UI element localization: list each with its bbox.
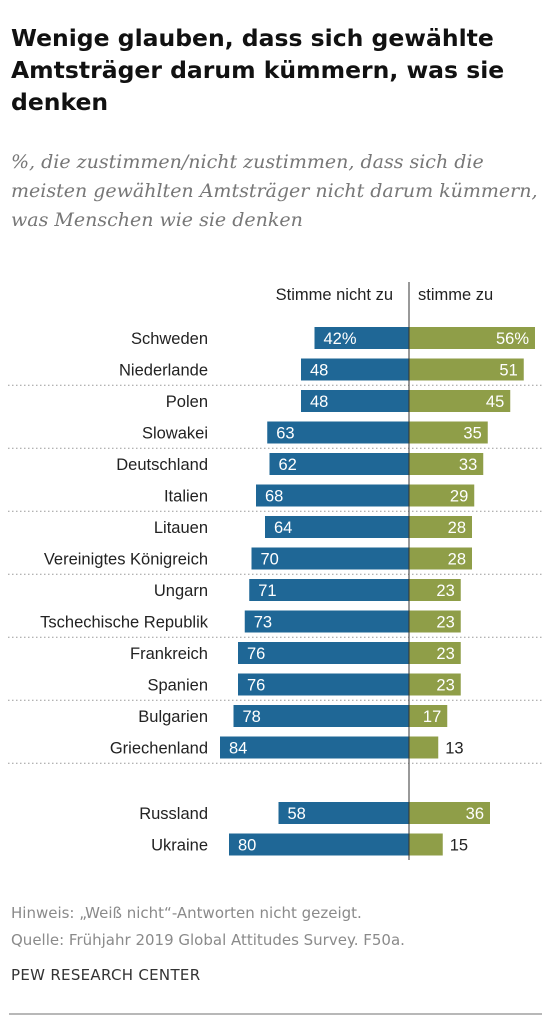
value-label-agree: 56% — [496, 330, 529, 348]
category-label: Ukraine — [151, 837, 208, 855]
bar-disagree — [220, 736, 409, 759]
bar-agree — [409, 421, 488, 444]
bar-agree — [409, 802, 490, 824]
value-label-disagree: 84 — [229, 740, 247, 758]
category-label: Russland — [139, 805, 208, 823]
bar-agree — [409, 516, 472, 538]
value-label-agree: 36 — [466, 805, 484, 823]
value-label-disagree: 76 — [247, 645, 265, 663]
value-label-agree: 17 — [423, 708, 441, 726]
value-label-agree: 29 — [450, 488, 468, 506]
bar-agree — [409, 453, 484, 475]
value-label-disagree: 42% — [324, 330, 357, 348]
bar-disagree — [301, 390, 409, 412]
column-header-disagree: Stimme nicht zu — [276, 286, 393, 304]
value-label-disagree: 58 — [288, 805, 306, 823]
bar-disagree — [238, 642, 409, 664]
value-label-disagree: 48 — [310, 362, 328, 380]
category-label: Bulgarien — [138, 708, 208, 726]
bar-agree — [409, 390, 511, 412]
bar-disagree — [251, 547, 409, 570]
bar-agree — [409, 705, 448, 727]
category-label: Vereinigtes Königreich — [44, 551, 208, 569]
category-label: Polen — [166, 393, 208, 411]
bar-disagree — [229, 833, 409, 856]
value-label-disagree: 68 — [265, 488, 283, 506]
value-label-disagree: 80 — [238, 837, 256, 855]
value-label-disagree: 73 — [254, 614, 272, 632]
source-note: Quelle: Frühjahr 2019 Global Attitudes S… — [11, 931, 405, 949]
value-label-disagree: 64 — [274, 519, 292, 537]
value-label-disagree: 63 — [276, 425, 294, 443]
value-label-agree: 28 — [448, 519, 466, 537]
bar-disagree — [267, 421, 409, 444]
value-label-disagree: 71 — [258, 582, 276, 600]
category-label: Griechenland — [110, 740, 208, 758]
brand-logo-text: PEW RESEARCH CENTER — [11, 966, 201, 984]
category-label: Ungarn — [154, 582, 208, 600]
value-label-agree: 45 — [486, 393, 504, 411]
bar-disagree — [301, 358, 409, 381]
bar-disagree — [278, 802, 409, 824]
category-label: Slowakei — [142, 425, 208, 443]
bar-agree — [409, 547, 472, 570]
bar-agree — [409, 484, 475, 507]
category-label: Spanien — [147, 677, 208, 695]
bar-agree — [409, 642, 461, 664]
value-label-agree: 51 — [499, 362, 517, 380]
bar-agree — [409, 673, 461, 696]
footnote: Hinweis: „Weiß nicht“-Antworten nicht ge… — [11, 904, 362, 922]
bar-agree — [409, 579, 461, 601]
value-label-agree: 23 — [436, 645, 454, 663]
bottom-rule — [9, 1013, 542, 1015]
value-label-agree: 28 — [448, 551, 466, 569]
bar-disagree — [244, 610, 409, 633]
value-label-agree: 35 — [463, 425, 481, 443]
bar-agree — [409, 736, 439, 759]
value-label-disagree: 78 — [243, 708, 261, 726]
bar-disagree — [269, 453, 409, 475]
value-label-agree: 23 — [436, 582, 454, 600]
bar-disagree — [238, 673, 409, 696]
category-label: Frankreich — [130, 645, 208, 663]
category-label: Tschechische Republik — [40, 614, 209, 632]
bar-disagree — [265, 516, 409, 538]
bar-disagree — [256, 484, 409, 507]
bar-agree — [409, 833, 443, 856]
category-label: Litauen — [154, 519, 208, 537]
diverging-bar-chart: Stimme nicht zu stimme zu Schweden 42% 56% Ni… — [8, 282, 542, 860]
bar-agree — [409, 327, 535, 349]
category-label: Italien — [164, 488, 208, 506]
value-label-disagree: 70 — [261, 551, 279, 569]
value-label-agree: 15 — [450, 837, 468, 855]
category-label: Schweden — [131, 330, 208, 348]
bar-disagree — [233, 705, 409, 727]
bar-agree — [409, 358, 524, 381]
value-label-disagree: 48 — [310, 393, 328, 411]
chart-title: Wenige glauben, dass sich gewählte Amtst… — [11, 24, 505, 116]
bar-disagree — [314, 327, 409, 349]
value-label-disagree: 76 — [247, 677, 265, 695]
value-label-agree: 23 — [436, 614, 454, 632]
value-label-agree: 13 — [445, 740, 463, 758]
column-header-agree: stimme zu — [418, 286, 493, 304]
chart-subtitle: %, die zustimmen/nicht zustimmen, dass s… — [11, 151, 538, 231]
value-label-agree: 33 — [459, 456, 477, 474]
category-label: Niederlande — [119, 362, 208, 380]
value-label-disagree: 62 — [279, 456, 297, 474]
value-label-agree: 23 — [436, 677, 454, 695]
category-label: Deutschland — [116, 456, 208, 474]
bar-agree — [409, 610, 461, 633]
bar-disagree — [249, 579, 409, 601]
